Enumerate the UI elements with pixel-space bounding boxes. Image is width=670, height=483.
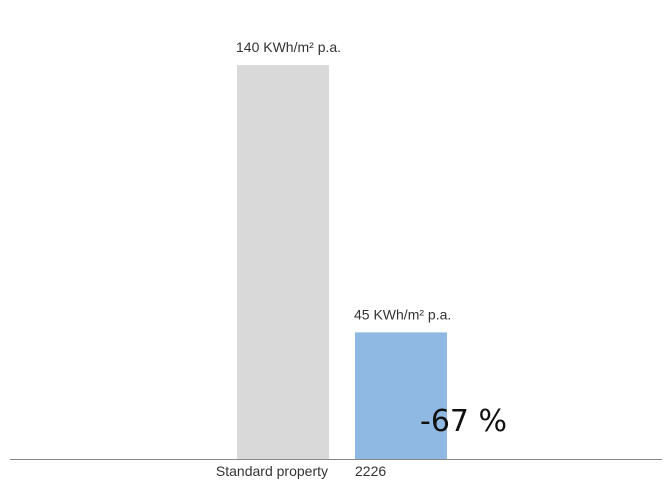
bars-group xyxy=(237,65,447,459)
bar-2226 xyxy=(355,332,447,459)
reduction-annotation: -67 % xyxy=(420,404,507,439)
x-tick-label-2226: 2226 xyxy=(355,463,386,479)
value-label-2226: 45 KWh/m² p.a. xyxy=(354,306,451,322)
bar-standard-property xyxy=(237,65,329,459)
x-tick-label-standard-property: Standard property xyxy=(216,463,328,479)
labels-group: 140 KWh/m² p.a. Standard property 45 KWh/m… xyxy=(216,39,451,479)
value-label-standard-property: 140 KWh/m² p.a. xyxy=(236,39,341,55)
